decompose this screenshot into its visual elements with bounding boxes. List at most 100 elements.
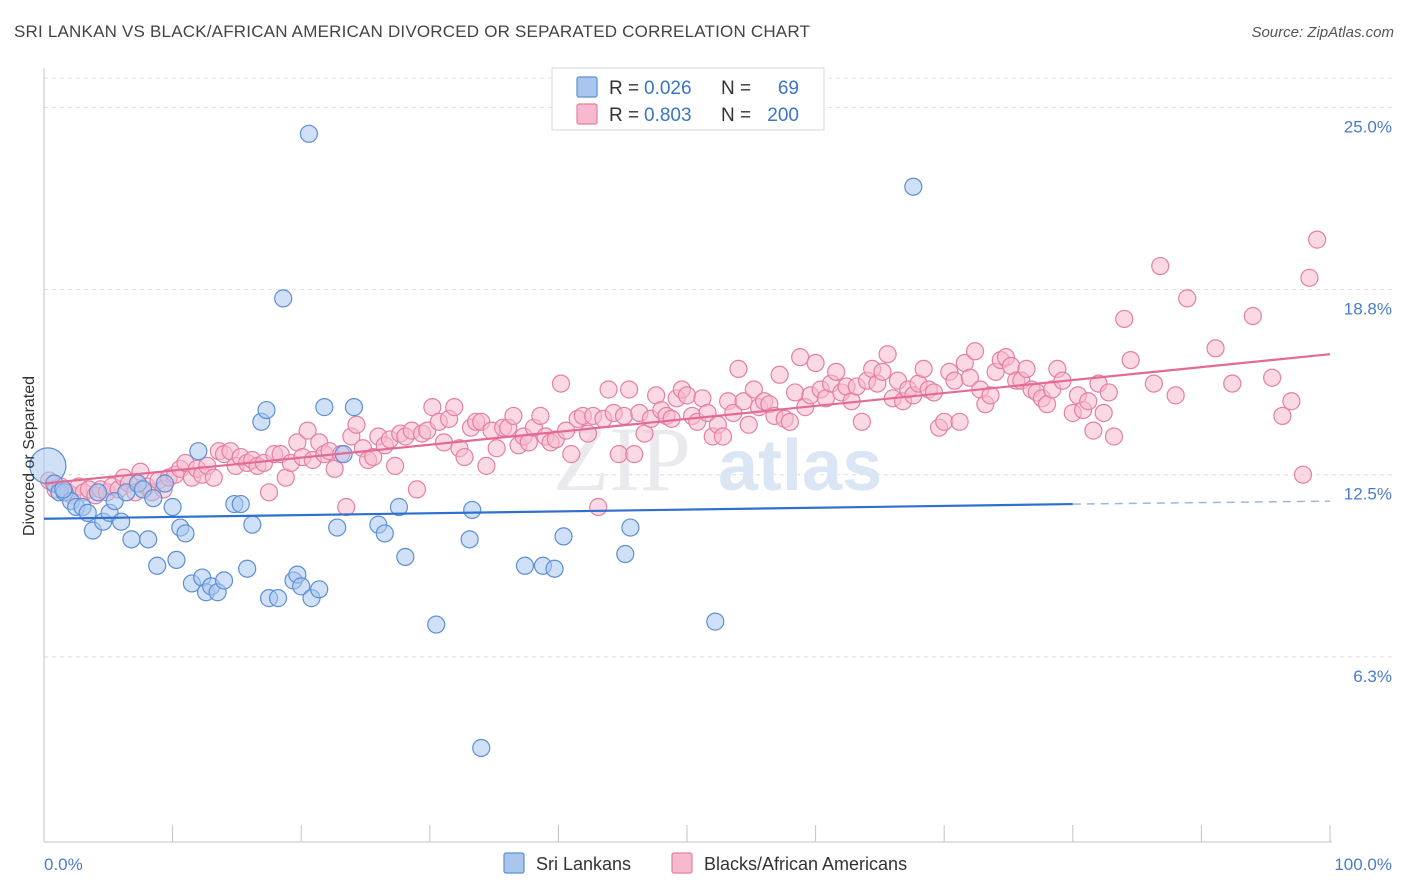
data-point <box>620 380 639 399</box>
data-point <box>625 445 644 464</box>
legend-swatch-1 <box>576 103 598 125</box>
data-point <box>214 571 234 590</box>
data-point <box>310 580 329 599</box>
data-point <box>545 559 564 578</box>
data-point <box>274 289 293 308</box>
data-point <box>827 362 846 381</box>
bottom-legend: Sri Lankans Blacks/African Americans <box>503 852 907 874</box>
data-point <box>1293 465 1313 484</box>
data-point <box>935 412 954 431</box>
data-point <box>780 412 799 431</box>
data-point <box>176 524 195 543</box>
data-point <box>677 386 697 405</box>
data-point <box>739 415 758 434</box>
legend-r-label-0: R = <box>609 78 639 99</box>
data-point <box>389 497 409 517</box>
data-point <box>1144 374 1163 393</box>
data-point <box>744 380 763 399</box>
data-point <box>122 530 141 549</box>
trend-line-blacks-african-americans <box>43 353 1331 485</box>
data-point <box>504 406 523 426</box>
data-point <box>1300 268 1319 287</box>
data-point <box>163 497 182 517</box>
legend-r-label-1: R = <box>609 105 639 126</box>
series-1-points <box>40 230 1327 517</box>
data-point <box>914 359 933 379</box>
y-tick-label-2: 18.8% <box>1344 300 1392 319</box>
data-point <box>299 124 319 143</box>
data-point <box>155 474 174 493</box>
data-point <box>1206 339 1225 358</box>
data-point <box>167 550 186 570</box>
data-point <box>1094 403 1113 423</box>
data-point <box>460 530 479 549</box>
data-point <box>551 374 571 393</box>
data-point <box>257 400 276 420</box>
data-point <box>1099 383 1118 402</box>
data-point <box>385 456 405 475</box>
data-point <box>344 398 364 417</box>
y-tick-label-1: 12.5% <box>1344 485 1392 504</box>
data-point <box>1166 386 1185 405</box>
data-point <box>621 518 640 537</box>
watermark-atlas: atlas <box>718 426 882 506</box>
data-point <box>1263 368 1282 387</box>
data-point <box>364 447 383 467</box>
data-point <box>238 559 257 578</box>
data-point <box>1151 256 1170 276</box>
data-point <box>1308 230 1327 249</box>
data-point <box>562 445 581 464</box>
legend-n-label-1: N = <box>721 105 751 126</box>
bottom-legend-swatch-0 <box>503 852 525 874</box>
legend-box: R = 0.026 N = 69 R = 0.803 N = 200 <box>551 67 825 131</box>
data-point <box>729 359 748 379</box>
y-tick-label-0: 6.3% <box>1353 667 1392 686</box>
data-point <box>139 530 158 549</box>
trend-line-sri-lankans <box>43 502 1073 520</box>
data-point <box>268 589 288 608</box>
data-point <box>873 362 892 381</box>
data-point <box>88 483 108 502</box>
data-point <box>477 456 496 475</box>
data-point <box>554 527 573 546</box>
data-point <box>1273 406 1292 426</box>
data-point <box>445 398 464 417</box>
bottom-legend-label-1: Blacks/African Americans <box>704 854 907 874</box>
data-point <box>407 480 427 499</box>
data-point <box>950 412 969 431</box>
data-point <box>599 380 618 399</box>
data-point <box>298 421 317 440</box>
data-point <box>981 386 1000 405</box>
data-point <box>427 615 446 634</box>
data-point <box>259 483 279 502</box>
data-point <box>616 544 635 564</box>
data-point <box>375 524 394 543</box>
data-point <box>337 497 356 517</box>
data-point <box>1079 392 1098 411</box>
data-point <box>1104 427 1124 446</box>
data-point <box>614 406 634 426</box>
x-tick-label-1: 100.0% <box>1334 855 1392 874</box>
data-point <box>960 368 980 387</box>
data-point <box>609 445 628 464</box>
data-point <box>904 177 923 196</box>
data-point <box>455 447 474 467</box>
bottom-legend-label-0: Sri Lankans <box>536 854 631 874</box>
data-point <box>1115 309 1134 329</box>
data-point <box>328 518 347 537</box>
chart-source: Source: ZipAtlas.com <box>1251 24 1394 41</box>
data-point <box>204 468 223 487</box>
data-point <box>463 500 482 520</box>
x-tick-labels: 0.0% 100.0% <box>44 855 1392 874</box>
data-point <box>965 342 985 361</box>
data-point <box>770 365 789 384</box>
data-point <box>487 439 506 458</box>
chart-title: SRI LANKAN VS BLACK/AFRICAN AMERICAN DIV… <box>14 22 811 41</box>
y-tick-label-3: 25.0% <box>1344 117 1392 136</box>
data-point <box>112 512 131 531</box>
data-point <box>945 371 964 390</box>
data-point <box>54 480 73 499</box>
data-point <box>347 415 366 434</box>
data-point <box>189 442 208 461</box>
